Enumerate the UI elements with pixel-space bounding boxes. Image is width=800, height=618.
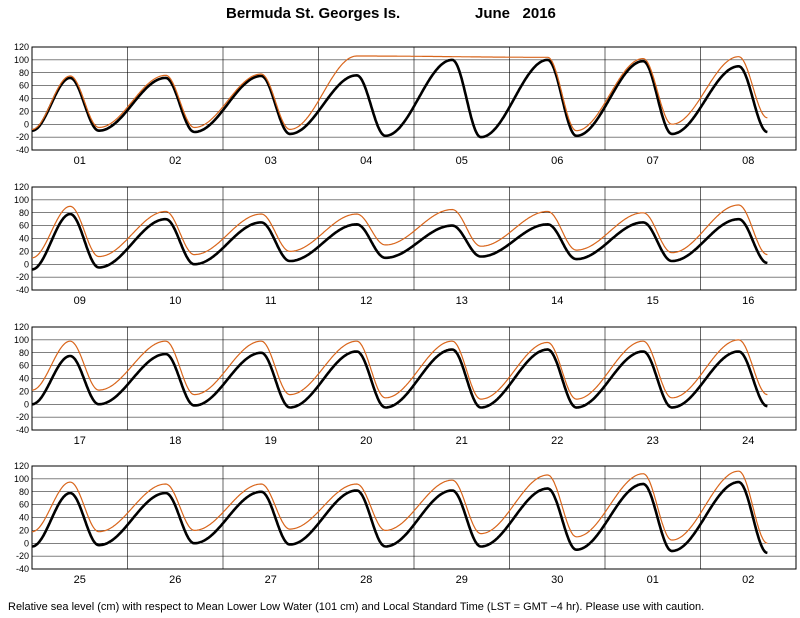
y-tick-label: 60 <box>19 361 29 371</box>
panel-frame <box>31 465 797 570</box>
day-label: 05 <box>456 155 468 167</box>
y-tick-label: -20 <box>16 412 29 422</box>
y-tick-label: -20 <box>16 551 29 561</box>
day-label: 06 <box>551 155 563 167</box>
y-tick-label: -20 <box>16 272 29 282</box>
y-tick-label: 80 <box>19 348 29 358</box>
predicted-series-line <box>32 212 768 271</box>
day-label: 09 <box>74 295 86 307</box>
day-label: 12 <box>360 295 372 307</box>
day-label: 18 <box>169 435 181 447</box>
observed-series-line <box>32 55 768 132</box>
day-label: 24 <box>742 435 754 447</box>
y-tick-label: 60 <box>19 500 29 510</box>
day-label: 11 <box>265 295 276 307</box>
y-tick-label: 80 <box>19 208 29 218</box>
observed-series-line <box>32 339 768 400</box>
y-tick-label: 100 <box>14 55 29 65</box>
day-label: 29 <box>456 574 468 586</box>
day-label: 15 <box>647 295 659 307</box>
day-label: 19 <box>265 435 277 447</box>
y-tick-label: 40 <box>19 513 29 523</box>
title-year: 2016 <box>522 5 556 22</box>
y-tick-label: 60 <box>19 81 29 91</box>
day-label: 26 <box>169 574 181 586</box>
station-name: Bermuda St. Georges Is. <box>226 5 401 22</box>
observed-series-line <box>32 470 768 544</box>
day-label: 20 <box>360 435 372 447</box>
y-tick-label: 0 <box>24 399 29 409</box>
y-tick-label: 100 <box>14 335 29 345</box>
observed-series-line <box>32 204 768 259</box>
y-tick-label: 20 <box>19 525 29 535</box>
panel-frame <box>31 46 797 151</box>
day-label: 10 <box>169 295 181 307</box>
y-tick-label: -40 <box>16 425 29 435</box>
y-tick-label: 60 <box>19 221 29 231</box>
title-period: June 2016 <box>475 5 556 22</box>
panel-frame <box>31 326 797 431</box>
day-label: 02 <box>742 574 754 586</box>
y-tick-label: -20 <box>16 132 29 142</box>
y-tick-label: 120 <box>14 182 29 192</box>
predicted-series-line <box>32 348 768 409</box>
y-tick-label: 20 <box>19 246 29 256</box>
day-label: 28 <box>360 574 372 586</box>
day-label: 16 <box>742 295 754 307</box>
day-label: 25 <box>74 574 86 586</box>
chart-title: Bermuda St. Georges Is. June 2016 <box>0 5 800 27</box>
predicted-series-line <box>32 480 768 555</box>
day-label: 13 <box>456 295 468 307</box>
y-tick-label: -40 <box>16 145 29 155</box>
y-tick-label: 0 <box>24 538 29 548</box>
y-tick-label: 40 <box>19 374 29 384</box>
day-label: 27 <box>265 574 277 586</box>
day-label: 17 <box>74 435 86 447</box>
day-label: 02 <box>169 155 181 167</box>
y-tick-label: -40 <box>16 564 29 574</box>
day-label: 01 <box>647 574 659 586</box>
y-tick-label: 80 <box>19 68 29 78</box>
day-label: 30 <box>551 574 563 586</box>
day-label: 03 <box>265 155 277 167</box>
y-tick-label: 20 <box>19 106 29 116</box>
day-label: 14 <box>551 295 563 307</box>
panel-3: -40 -20 0 20 40 60 80 100 120 17 18 19 20 21 22 23 24 <box>14 322 797 447</box>
panel-frame <box>31 186 797 291</box>
day-label: 22 <box>551 435 563 447</box>
y-tick-label: 120 <box>14 461 29 471</box>
y-tick-label: 20 <box>19 386 29 396</box>
y-tick-label: 100 <box>14 195 29 205</box>
y-tick-label: 40 <box>19 234 29 244</box>
y-tick-label: 0 <box>24 259 29 269</box>
panel-2: -40 -20 0 20 40 60 80 100 120 09 10 11 12 13 14 15 16 <box>14 182 797 307</box>
predicted-series-line <box>32 58 768 139</box>
y-tick-label: 120 <box>14 322 29 332</box>
panel-1: -40 -20 0 20 40 60 80 100 120 01 02 03 04 05 06 07 08 <box>14 42 797 167</box>
footer-note: Relative sea level (cm) with respect to … <box>8 601 705 613</box>
day-label: 23 <box>647 435 659 447</box>
day-label: 04 <box>360 155 372 167</box>
day-label: 21 <box>456 435 468 447</box>
y-tick-label: 0 <box>24 119 29 129</box>
y-tick-label: -40 <box>16 285 29 295</box>
panel-4: -40 -20 0 20 40 60 80 100 120 25 26 27 28 29 30 01 02 <box>14 461 797 586</box>
day-label: 01 <box>74 155 86 167</box>
y-tick-label: 40 <box>19 94 29 104</box>
y-tick-label: 120 <box>14 42 29 52</box>
day-label: 08 <box>742 155 754 167</box>
y-tick-label: 80 <box>19 487 29 497</box>
title-month: June <box>475 5 511 22</box>
day-label: 07 <box>647 155 659 167</box>
y-tick-label: 100 <box>14 474 29 484</box>
